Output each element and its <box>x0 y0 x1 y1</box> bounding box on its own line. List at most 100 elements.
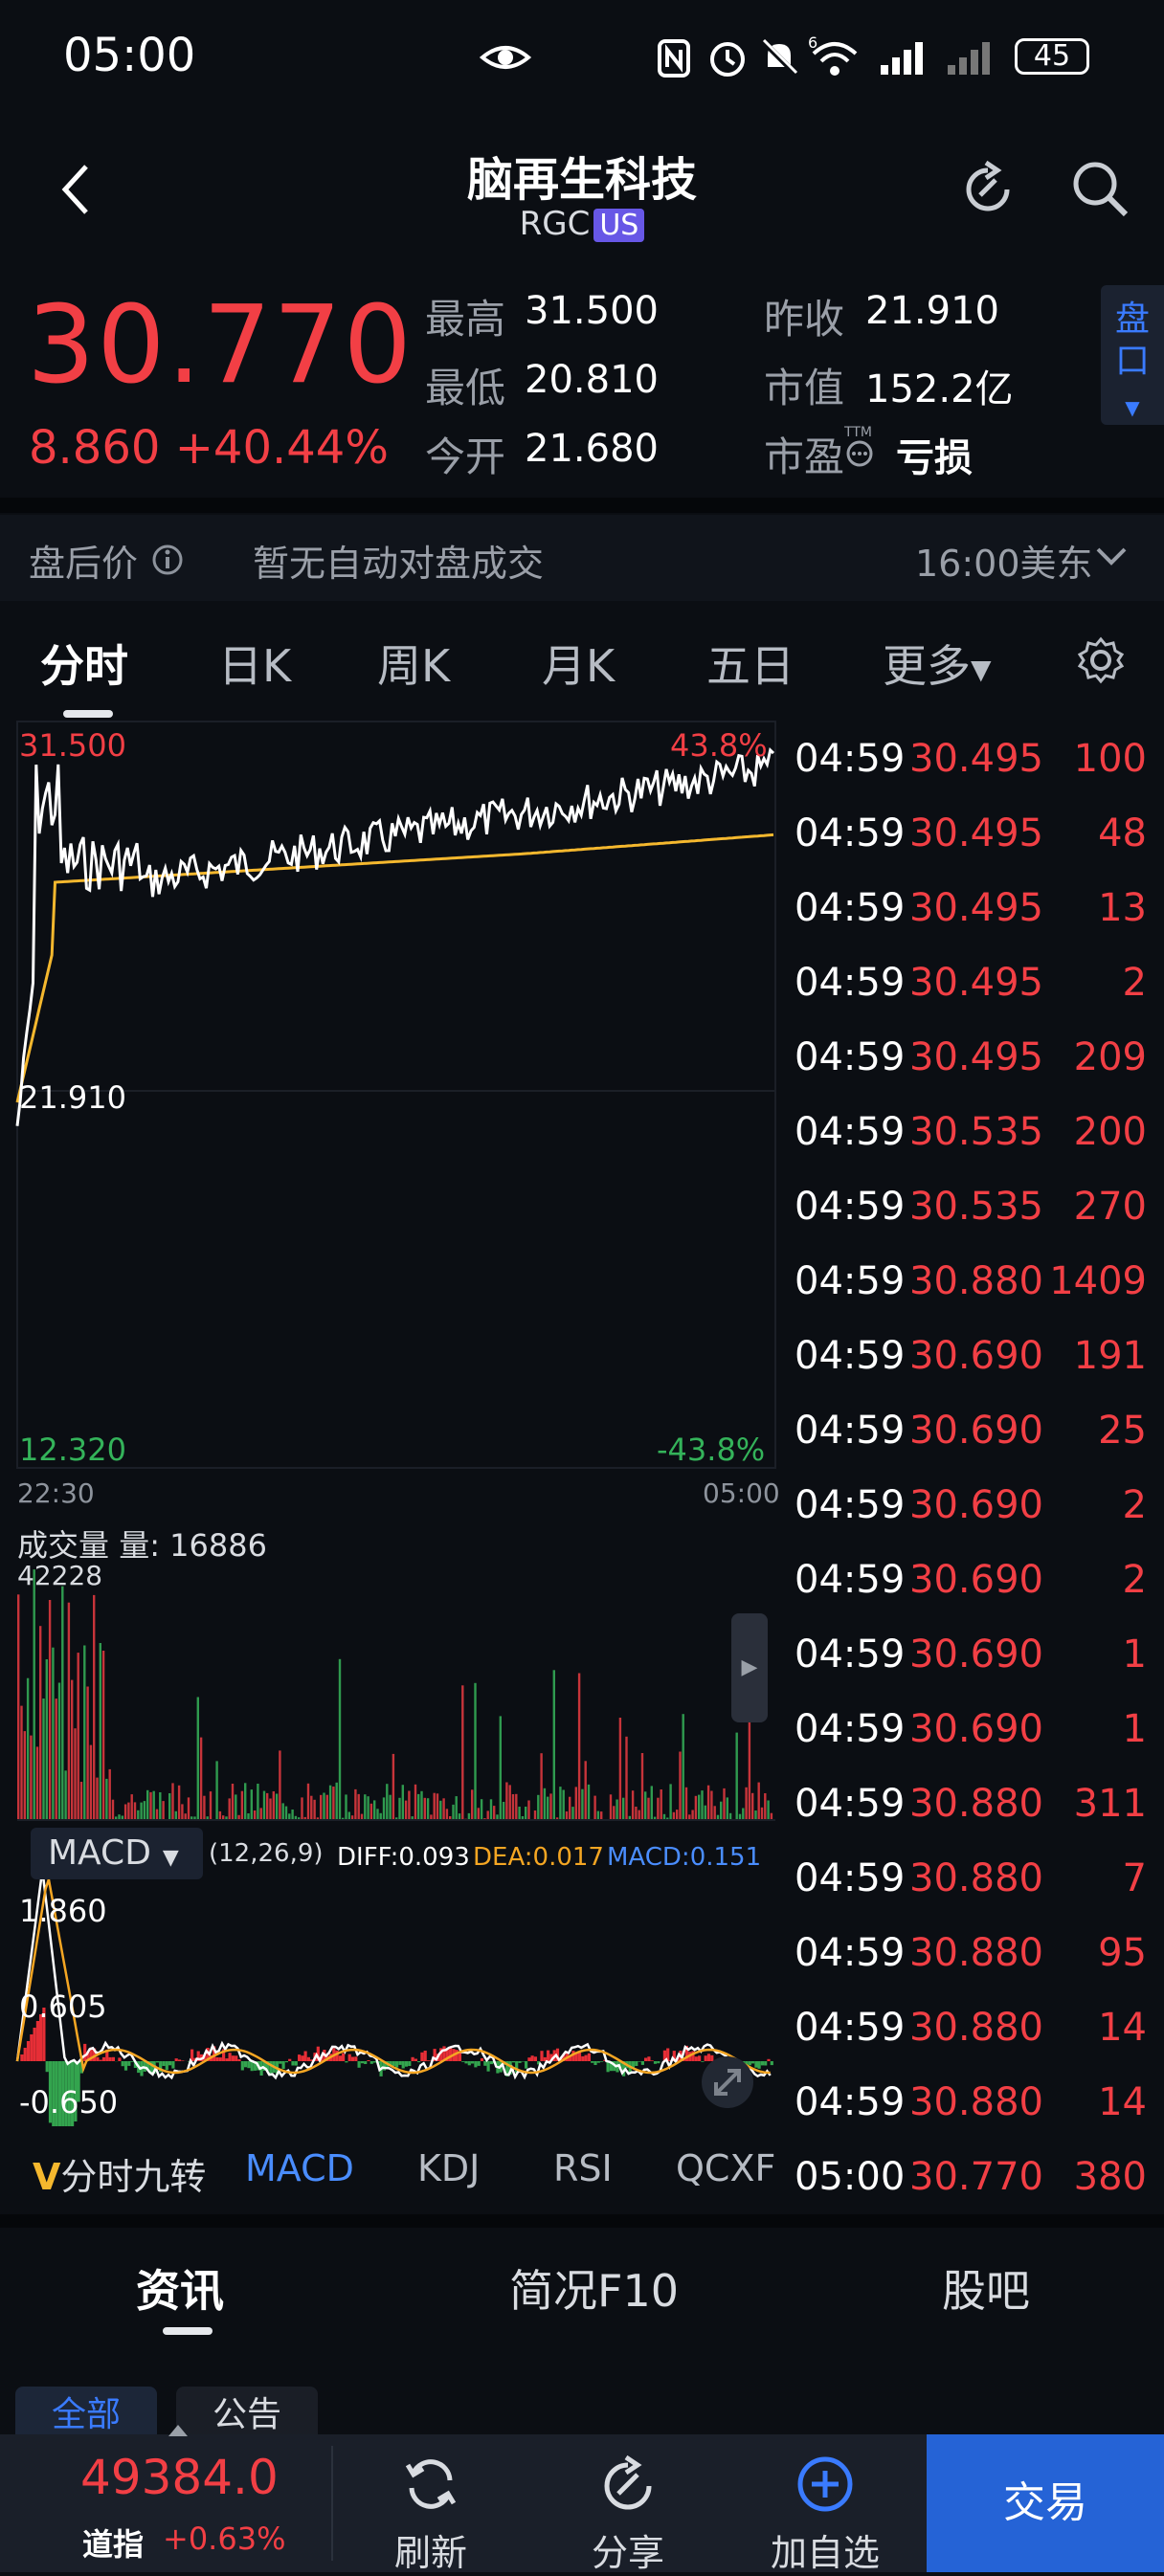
volume-bar <box>20 1706 22 1820</box>
wifi-icon: 6 <box>808 34 862 78</box>
tick-price: 30.880 <box>909 1782 1043 1826</box>
volume-bar <box>58 1683 60 1821</box>
tab-more[interactable]: 更多▼ <box>883 632 992 695</box>
share-label: 分享 <box>532 2523 724 2576</box>
share-icon <box>597 2454 659 2515</box>
tab-underline <box>63 710 113 718</box>
nfc-icon <box>657 38 691 78</box>
index-value[interactable]: 49384.0 <box>80 2450 279 2505</box>
expand-icon[interactable] <box>699 2054 756 2111</box>
volume-bar <box>593 1796 595 1820</box>
volume-bar <box>313 1800 315 1820</box>
info-icon[interactable] <box>151 544 184 576</box>
volume-bar <box>459 1813 460 1820</box>
volume-bar <box>320 1795 322 1820</box>
add-watchlist-button[interactable]: 加自选 <box>729 2434 921 2572</box>
volume-bar <box>758 1783 760 1820</box>
volume-bar <box>273 1791 275 1820</box>
tab-macd[interactable]: MACD <box>245 2147 354 2189</box>
macd-bar <box>358 2061 361 2068</box>
macd-bar <box>468 2061 471 2065</box>
tab-weekly-k[interactable]: 周K <box>377 632 450 695</box>
volume-title: 成交量 <box>17 1527 109 1564</box>
volume-bar <box>348 1812 350 1821</box>
gear-icon[interactable] <box>1076 635 1126 685</box>
tick-time: 04:59 <box>795 2006 905 2050</box>
volume-bar <box>24 1731 26 1820</box>
volume-max: 42228 <box>17 1560 102 1591</box>
macd-bar <box>481 2058 483 2061</box>
volume-bar <box>673 1812 675 1820</box>
volume-bar <box>109 1769 111 1820</box>
volume-bar <box>34 1569 35 1820</box>
volume-bar <box>705 1806 706 1820</box>
tab-qcxf[interactable]: QCXF <box>676 2147 775 2189</box>
macd-bar <box>178 2059 181 2061</box>
macd-bar <box>478 2061 481 2066</box>
volume-bar <box>442 1798 444 1820</box>
volume-bar <box>651 1786 653 1820</box>
volume-bar <box>597 1811 599 1820</box>
macd-bar <box>408 2061 411 2066</box>
tab-f10[interactable]: 简况F10 <box>509 2256 679 2320</box>
collapse-ticks-handle[interactable]: ▶ <box>731 1613 768 1722</box>
plus-circle-icon <box>795 2454 856 2515</box>
macd-bar <box>225 2058 228 2061</box>
macd-bar <box>522 2061 525 2062</box>
pe-info-icon[interactable] <box>844 438 875 469</box>
tab-rsi[interactable]: RSI <box>553 2147 613 2189</box>
tab-intraday[interactable]: 分时 <box>40 632 128 695</box>
refresh-label: 刷新 <box>335 2523 526 2576</box>
volume-bar <box>285 1807 287 1820</box>
after-hours-message: 暂无自动对盘成交 <box>253 534 544 587</box>
intraday-chart[interactable] <box>15 720 777 2126</box>
tab-kdj[interactable]: KDJ <box>417 2147 480 2189</box>
macd-bar <box>657 2061 660 2063</box>
volume-bar <box>575 1787 577 1820</box>
share-refresh-icon[interactable] <box>957 159 1018 220</box>
tab-daily-k[interactable]: 日K <box>218 632 291 695</box>
pe-value: 亏损 <box>896 427 973 482</box>
volume-bar <box>474 1683 476 1820</box>
tick-price: 30.495 <box>909 737 1043 781</box>
share-button[interactable]: 分享 <box>532 2434 724 2572</box>
volume-bar <box>446 1809 448 1820</box>
volume-bar <box>386 1784 388 1820</box>
macd-bar <box>295 2061 298 2066</box>
volume-bars <box>17 1569 772 1820</box>
tick-price: 30.690 <box>909 1558 1043 1602</box>
trade-button[interactable]: 交易 <box>927 2434 1164 2572</box>
tab-news[interactable]: 资讯 <box>136 2256 224 2320</box>
search-icon[interactable] <box>1070 159 1131 220</box>
volume-bar <box>685 1788 687 1820</box>
tick-volume: 1 <box>1123 1707 1147 1751</box>
volume-bar <box>490 1799 492 1820</box>
volume-bar <box>39 1626 41 1820</box>
macd-selector[interactable]: MACD▼ <box>31 1828 203 1879</box>
pankou-toggle[interactable]: 盘口 ▼ <box>1101 285 1164 425</box>
status-bar: 05:00 6 45 <box>0 0 1164 115</box>
volume-bar <box>210 1791 212 1820</box>
volume-bar <box>647 1798 649 1820</box>
tick-time: 04:59 <box>795 2080 905 2124</box>
divider <box>0 498 1164 513</box>
volume-bar <box>90 1745 92 1820</box>
macd-bar <box>288 2059 291 2061</box>
tab-five-day[interactable]: 五日 <box>706 632 795 695</box>
tab-nine-turn[interactable]: V分时九转 <box>33 2147 206 2200</box>
refresh-button[interactable]: 刷新 <box>335 2434 526 2572</box>
after-hours-row[interactable]: 盘后价 暂无自动对盘成交 16:00美东 <box>0 515 1164 601</box>
macd-bar <box>162 2061 165 2066</box>
volume-bar <box>456 1796 458 1820</box>
volume-bar <box>354 1789 356 1820</box>
tab-forum[interactable]: 股吧 <box>942 2256 1030 2320</box>
volume-bar <box>660 1789 662 1820</box>
volume-bar <box>723 1788 725 1820</box>
tab-monthly-k[interactable]: 月K <box>542 632 615 695</box>
